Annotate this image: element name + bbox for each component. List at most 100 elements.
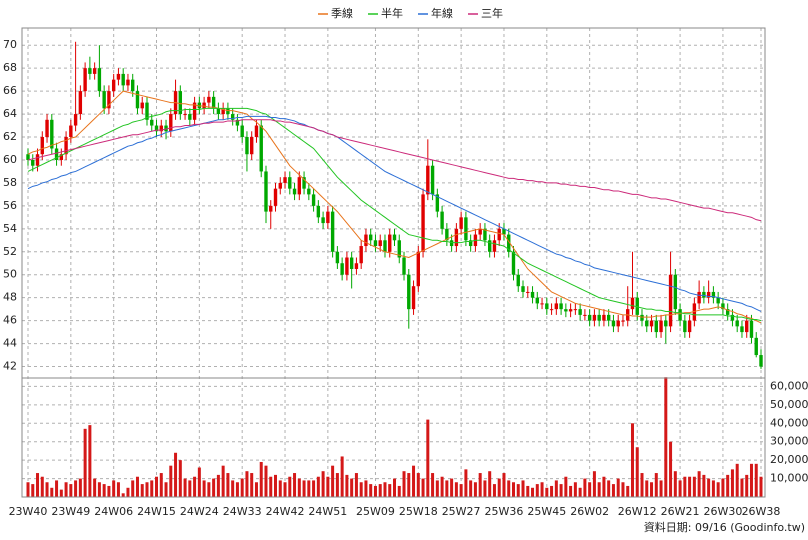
candle-body — [364, 234, 368, 247]
volume-bar — [97, 482, 101, 497]
candle-body — [468, 240, 473, 247]
candle-body — [216, 108, 221, 115]
candle-body — [654, 320, 658, 333]
candle-body — [435, 194, 440, 212]
volume-bar — [264, 465, 268, 497]
volume-bar — [178, 460, 182, 497]
volume-bar — [78, 478, 82, 497]
volume-bar — [559, 484, 563, 497]
y-tick-label: 58 — [3, 176, 17, 189]
candle-body — [283, 177, 287, 183]
candle-body — [288, 177, 292, 189]
volume-bar — [626, 485, 630, 497]
volume-bar — [421, 478, 425, 497]
volume-bar — [364, 480, 368, 497]
volume-bar — [716, 482, 720, 497]
volume-bar — [331, 465, 335, 497]
volume-bar — [683, 476, 687, 497]
volume-bar — [112, 480, 116, 497]
candle-body — [440, 211, 444, 229]
candle-body — [178, 91, 183, 115]
volume-bar — [483, 480, 487, 497]
candle-body — [78, 91, 83, 115]
volume-bar — [550, 485, 554, 497]
volume-bar — [150, 480, 154, 497]
x-tick-label: 24W42 — [266, 505, 305, 518]
volume-bar — [188, 480, 192, 497]
volume-bar — [526, 485, 530, 497]
volume-bar — [316, 476, 320, 497]
x-tick-label: 25W36 — [485, 505, 524, 518]
volume-bar — [412, 465, 416, 497]
volume-bar — [426, 419, 430, 497]
volume-bar — [26, 482, 30, 497]
candle-body — [245, 137, 249, 155]
candle-body — [616, 320, 620, 327]
volume-bar — [545, 487, 549, 497]
candle-body — [40, 137, 44, 155]
candle-body — [683, 320, 687, 333]
candle-body — [411, 286, 416, 310]
volume-bar — [650, 482, 654, 497]
candle-body — [402, 257, 406, 275]
candle-body — [64, 137, 68, 155]
volume-bar — [350, 478, 354, 497]
candle-body — [526, 291, 530, 293]
volume-bar — [231, 480, 235, 497]
candle-body — [369, 234, 373, 241]
candle-body — [202, 102, 206, 109]
volume-bar — [521, 480, 525, 497]
volume-bar — [159, 473, 163, 497]
volume-bar — [469, 480, 473, 497]
volume-bar — [564, 476, 568, 497]
candle-body — [207, 96, 211, 103]
candle-body — [221, 108, 225, 115]
volume-bar — [93, 478, 97, 497]
footer: 資料日期: 09/16 (Goodinfo.tw) — [644, 520, 805, 534]
volume-bar — [155, 476, 159, 497]
candle-body — [97, 68, 102, 92]
candle-body — [587, 314, 592, 321]
volume-bar — [516, 484, 520, 497]
grid-layer — [22, 28, 765, 497]
volume-bar — [121, 493, 125, 497]
y-tick-label: 42 — [3, 360, 17, 373]
volume-bar — [88, 425, 92, 497]
volume-bar — [31, 484, 35, 497]
legend-label: 年線 — [431, 6, 453, 20]
volume-bar — [573, 482, 577, 497]
candle-body — [111, 79, 116, 92]
volume-bar — [735, 463, 739, 497]
candle-body — [159, 125, 163, 132]
volume-bar — [102, 484, 106, 497]
candle-body — [454, 228, 459, 247]
volume-bar — [359, 482, 363, 497]
ma-line — [27, 119, 762, 222]
candle-body — [145, 102, 149, 120]
candle-body — [554, 303, 559, 310]
volume-bar — [507, 480, 511, 497]
candle-body — [26, 154, 30, 160]
candle-body — [135, 91, 140, 109]
x-tick-label: 23W40 — [9, 505, 48, 518]
candle-body — [687, 320, 692, 333]
volume-bar — [378, 484, 382, 497]
y-tick-label: 48 — [3, 291, 17, 304]
volume-bar — [212, 478, 216, 497]
volume-bar — [254, 482, 258, 497]
candle-body — [131, 79, 135, 92]
candle-body — [235, 119, 240, 126]
volume-bar — [116, 482, 120, 497]
candle-body — [340, 263, 344, 275]
y2-tick-label: 40,000 — [770, 416, 808, 429]
volume-bar — [55, 480, 59, 497]
volume-bar — [578, 487, 582, 497]
x-tick-label: 26W38 — [742, 505, 781, 518]
volume-bar — [207, 482, 211, 497]
volume-bar — [726, 474, 730, 497]
candle-body — [378, 240, 382, 247]
volume-bar — [269, 476, 273, 497]
candle-body — [759, 355, 763, 367]
candle-body — [102, 91, 106, 109]
volume-bar — [197, 467, 201, 497]
